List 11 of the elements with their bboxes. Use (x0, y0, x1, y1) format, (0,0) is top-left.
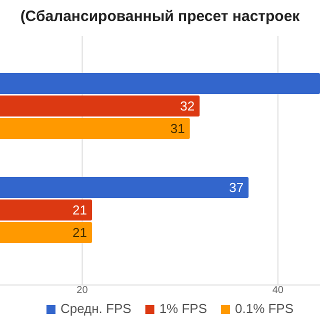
data-label: 21 (72, 225, 87, 240)
x-tick-label: 20 (76, 285, 88, 296)
chart-title: (Сбалансированный пресет настроек (20, 8, 300, 25)
legend-label: 0.1% FPS (235, 301, 294, 316)
x-tick-label: 40 (272, 285, 284, 296)
legend-label: 1% FPS (159, 301, 208, 316)
data-label: 31 (170, 121, 185, 136)
data-label: 21 (72, 202, 87, 218)
legend-label: Средн. FPS (60, 301, 132, 316)
data-label: 37 (229, 180, 244, 195)
data-label: 32 (180, 98, 195, 114)
